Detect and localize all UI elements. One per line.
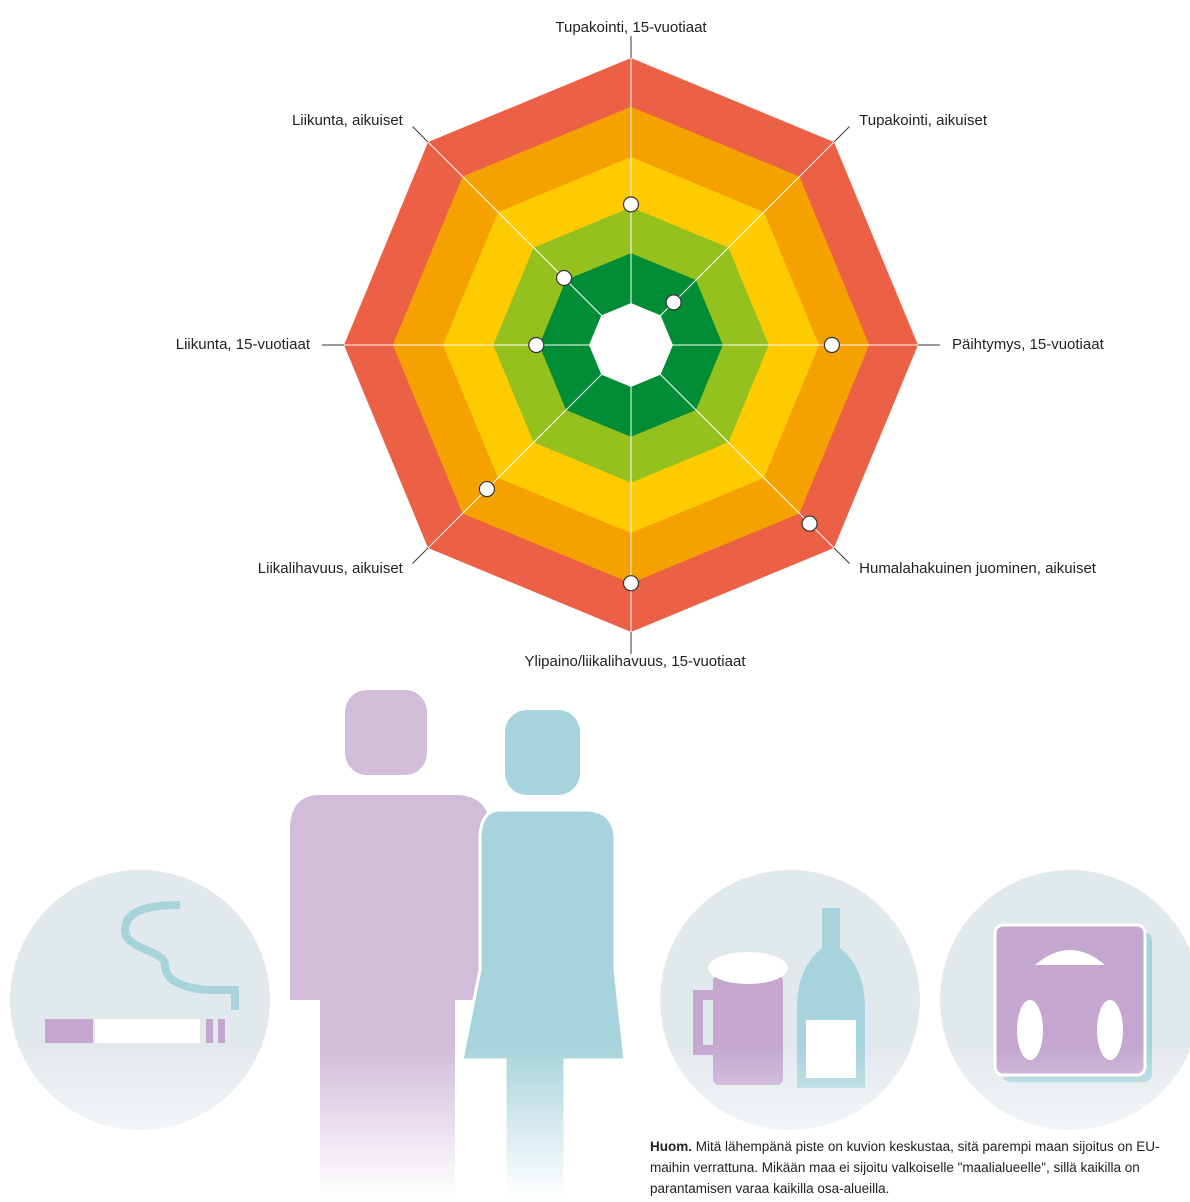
fade: [0, 860, 1190, 1197]
axis-label: Liikunta, 15-vuotiaat: [176, 336, 311, 353]
point: [622, 196, 640, 213]
radar: Tupakointi, 15-vuotiaat Tupakointi, aikui…: [176, 19, 1105, 670]
point: [528, 336, 545, 354]
man-head: [345, 690, 427, 775]
note-bold: Huom.: [650, 1139, 692, 1154]
spoke: [630, 141, 835, 346]
spoke: [427, 344, 632, 549]
axis-label: Humalahakuinen juominen, aikuiset: [859, 560, 1097, 577]
label-tick: [412, 547, 429, 564]
note-text: Mitä lähempänä piste on kuvion keskustaa…: [650, 1139, 1160, 1196]
axis-label: Liikunta, aikuiset: [292, 112, 404, 129]
point: [801, 515, 818, 532]
point: [555, 269, 573, 287]
axis-label: Päihtymys, 15-vuotiaat: [952, 336, 1105, 353]
point: [622, 575, 640, 592]
spoke: [630, 344, 835, 549]
spoke: [427, 141, 632, 346]
point: [478, 480, 496, 498]
point: [665, 294, 682, 311]
axis-label: Tupakointi, 15-vuotiaat: [555, 19, 707, 36]
note: Huom. Mitä lähempänä piste on kuvion kes…: [650, 1136, 1190, 1197]
label-tick: [833, 126, 850, 143]
illustrations: [0, 690, 1190, 1199]
label-tick: [412, 126, 429, 143]
point: [823, 336, 841, 354]
axis-label: Tupakointi, aikuiset: [859, 112, 988, 129]
woman-head: [505, 710, 580, 795]
axis-label: Ylipaino/liikalihavuus, 15-vuotiaat: [525, 653, 747, 670]
axis-label: Liikalihavuus, aikuiset: [258, 560, 404, 577]
label-tick: [833, 547, 850, 564]
